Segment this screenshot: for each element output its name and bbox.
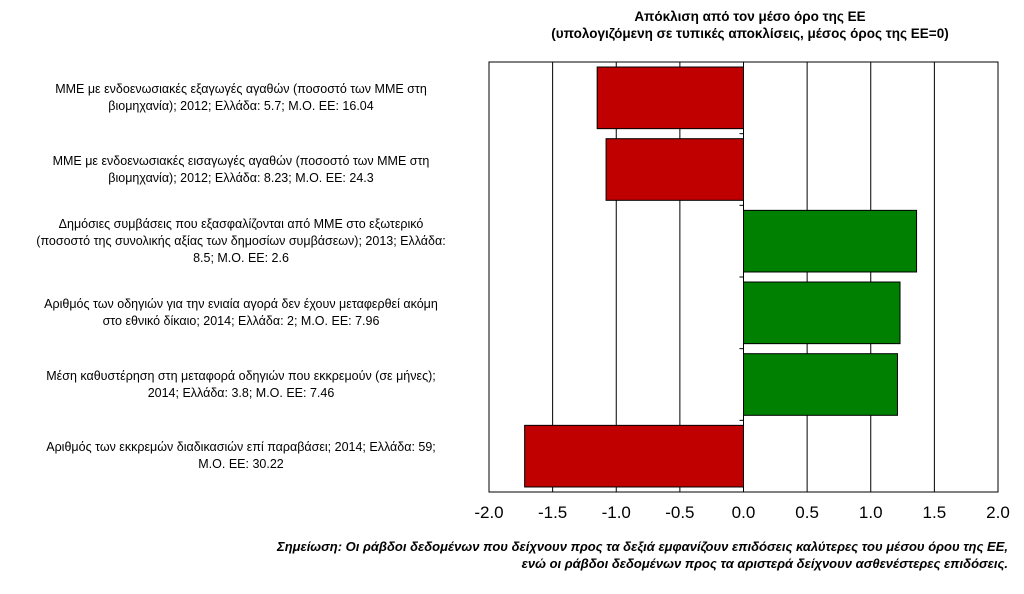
chart-title: Απόκλιση από τον μέσο όρο της ΕΕ [634,9,866,24]
category-label-line: Αριθμός των οδηγιών για την ενιαία αγορά… [44,296,438,311]
category-label: Δημόσιες συμβάσεις που εξασφαλίζονται απ… [0,216,482,267]
category-label: Αριθμός των οδηγιών για την ενιαία αγορά… [0,296,482,330]
x-tick-label: 2.0 [986,503,1010,522]
x-tick-label: -1.5 [538,503,567,522]
category-label-line: Μ.Ο. ΕΕ: 30.22 [198,457,284,472]
chart-subtitle: (υπολογιζόμενη σε τυπικές αποκλίσεις, μέ… [551,26,949,41]
bar [743,209,918,273]
category-label-line: (ποσοστό της συνολικής αξίας των δημοσίω… [36,233,446,248]
category-label-line: Αριθμός των εκκρεμών διαδικασιών επί παρ… [46,440,436,455]
chart-note-line-1: Σημείωση: Οι ράβδοι δεδομένων που δείχνο… [277,539,1008,554]
bar [743,353,898,416]
category-label: Μέση καθυστέρηση στη μεταφορά οδηγιών πο… [0,368,482,402]
category-label-line: στο εθνικό δίκαιο; 2014; Ελλάδα: 2; Μ.Ο.… [102,313,380,328]
category-label-line: ΜΜΕ με ενδοενωσιακές εξαγωγές αγαθών (πο… [55,81,427,96]
chart-note-line-2: ενώ οι ράβδοι δεδομένων προς τα αριστερά… [521,556,1008,571]
category-label: ΜΜΕ με ενδοενωσιακές εισαγωγές αγαθών (π… [0,153,482,187]
category-label: ΜΜΕ με ενδοενωσιακές εξαγωγές αγαθών (πο… [0,81,482,115]
x-tick-label: 1.5 [923,503,947,522]
category-label-line: 8.5; Μ.Ο. ΕΕ: 2.6 [193,250,289,265]
category-label-line: 2014; Ελλάδα: 3.8; Μ.Ο. ΕΕ: 7.46 [147,385,335,400]
category-label: Αριθμός των εκκρεμών διαδικασιών επί παρ… [0,439,482,473]
bar [524,424,744,488]
x-tick-label: 1.0 [859,503,883,522]
x-tick-label: -1.0 [602,503,631,522]
bar [743,281,901,345]
bar [596,66,744,130]
bar [605,138,744,201]
x-tick-label: -2.0 [474,503,503,522]
category-label-line: ΜΜΕ με ενδοενωσιακές εισαγωγές αγαθών (π… [52,153,430,168]
category-label-line: βιομηχανία); 2012; Ελλάδα: 8.23; Μ.Ο. ΕΕ… [108,170,374,185]
x-tick-label: -0.5 [665,503,694,522]
x-tick-label: 0.5 [795,503,819,522]
category-label-line: Μέση καθυστέρηση στη μεταφορά οδηγιών πο… [46,368,436,383]
category-label-line: Δημόσιες συμβάσεις που εξασφαλίζονται απ… [58,216,424,231]
category-label-line: βιομηχανία); 2012; Ελλάδα: 5.7; Μ.Ο. ΕΕ:… [108,98,374,113]
x-tick-label: 0.0 [732,503,756,522]
